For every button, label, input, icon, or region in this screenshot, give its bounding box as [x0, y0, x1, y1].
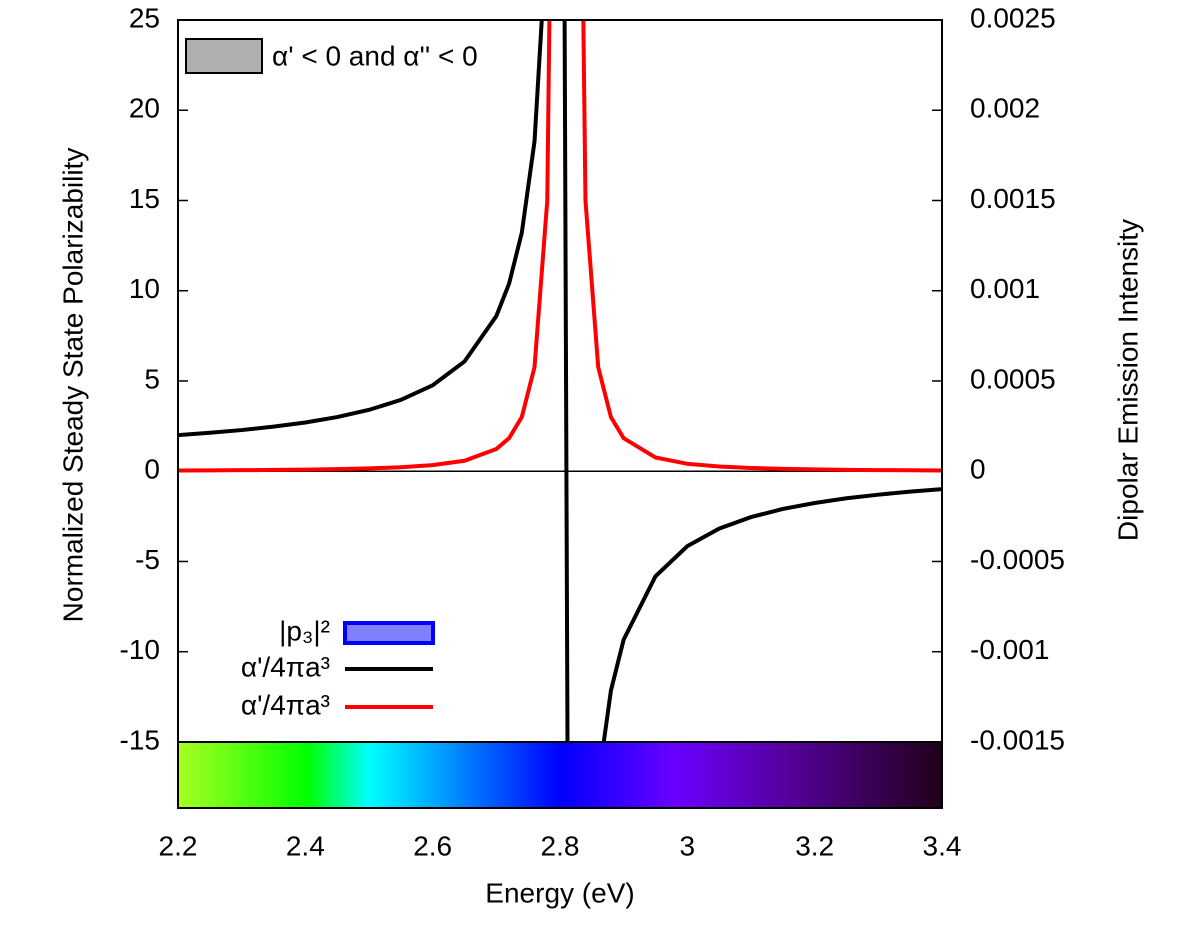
- y-tick-label: 5: [144, 363, 160, 394]
- y-tick-label: 20: [129, 93, 160, 124]
- y2-tick-label: 0.0025: [970, 2, 1056, 33]
- x-tick-label: 3.4: [923, 830, 962, 861]
- x-tick-label: 2.4: [286, 830, 325, 861]
- y-tick-label: -15: [120, 724, 160, 755]
- y-tick-label: 10: [129, 273, 160, 304]
- y2-tick-label: -0.0015: [970, 724, 1065, 755]
- x-tick-label: 3.2: [795, 830, 834, 861]
- y-axis-label: Normalized Steady State Polarizability: [57, 148, 88, 623]
- plot-frame: [177, 19, 943, 809]
- spectrum-bar: [178, 741, 942, 808]
- x-tick-label: 2.2: [159, 830, 198, 861]
- y2-tick-label: -0.0005: [970, 544, 1065, 575]
- y-tick-label: 25: [129, 2, 160, 33]
- y2-tick-label: 0.0015: [970, 183, 1056, 214]
- y2-tick-label: 0.002: [970, 93, 1040, 124]
- curves: [178, 20, 942, 808]
- legend-label: α'/4πa³: [241, 689, 330, 720]
- legend-swatch: [343, 621, 435, 645]
- legend-label: α'/4πa³: [241, 651, 330, 682]
- y-tick-label: 15: [129, 183, 160, 214]
- x-axis-label: Energy (eV): [485, 877, 634, 908]
- line: [178, 20, 942, 473]
- y2-tick-label: -0.001: [970, 634, 1049, 665]
- y-tick-label: -10: [120, 634, 160, 665]
- x-tick-label: 2.6: [413, 830, 452, 861]
- x-tick-label: 3: [680, 830, 696, 861]
- line: [178, 20, 942, 808]
- y2-axis-label: Dipolar Emission Intensity: [1112, 219, 1143, 541]
- region-legend-label: α' < 0 and α'' < 0: [272, 40, 478, 71]
- y-tick-label: -5: [135, 544, 160, 575]
- x-tick-label: 2.8: [541, 830, 580, 861]
- region-legend-swatch: [185, 38, 263, 74]
- y-tick-label: 0: [144, 454, 160, 485]
- y2-tick-label: 0.0005: [970, 363, 1056, 394]
- y2-tick-label: 0.001: [970, 273, 1040, 304]
- y2-tick-label: 0: [970, 454, 986, 485]
- legend-label: |p₃|²: [279, 615, 330, 646]
